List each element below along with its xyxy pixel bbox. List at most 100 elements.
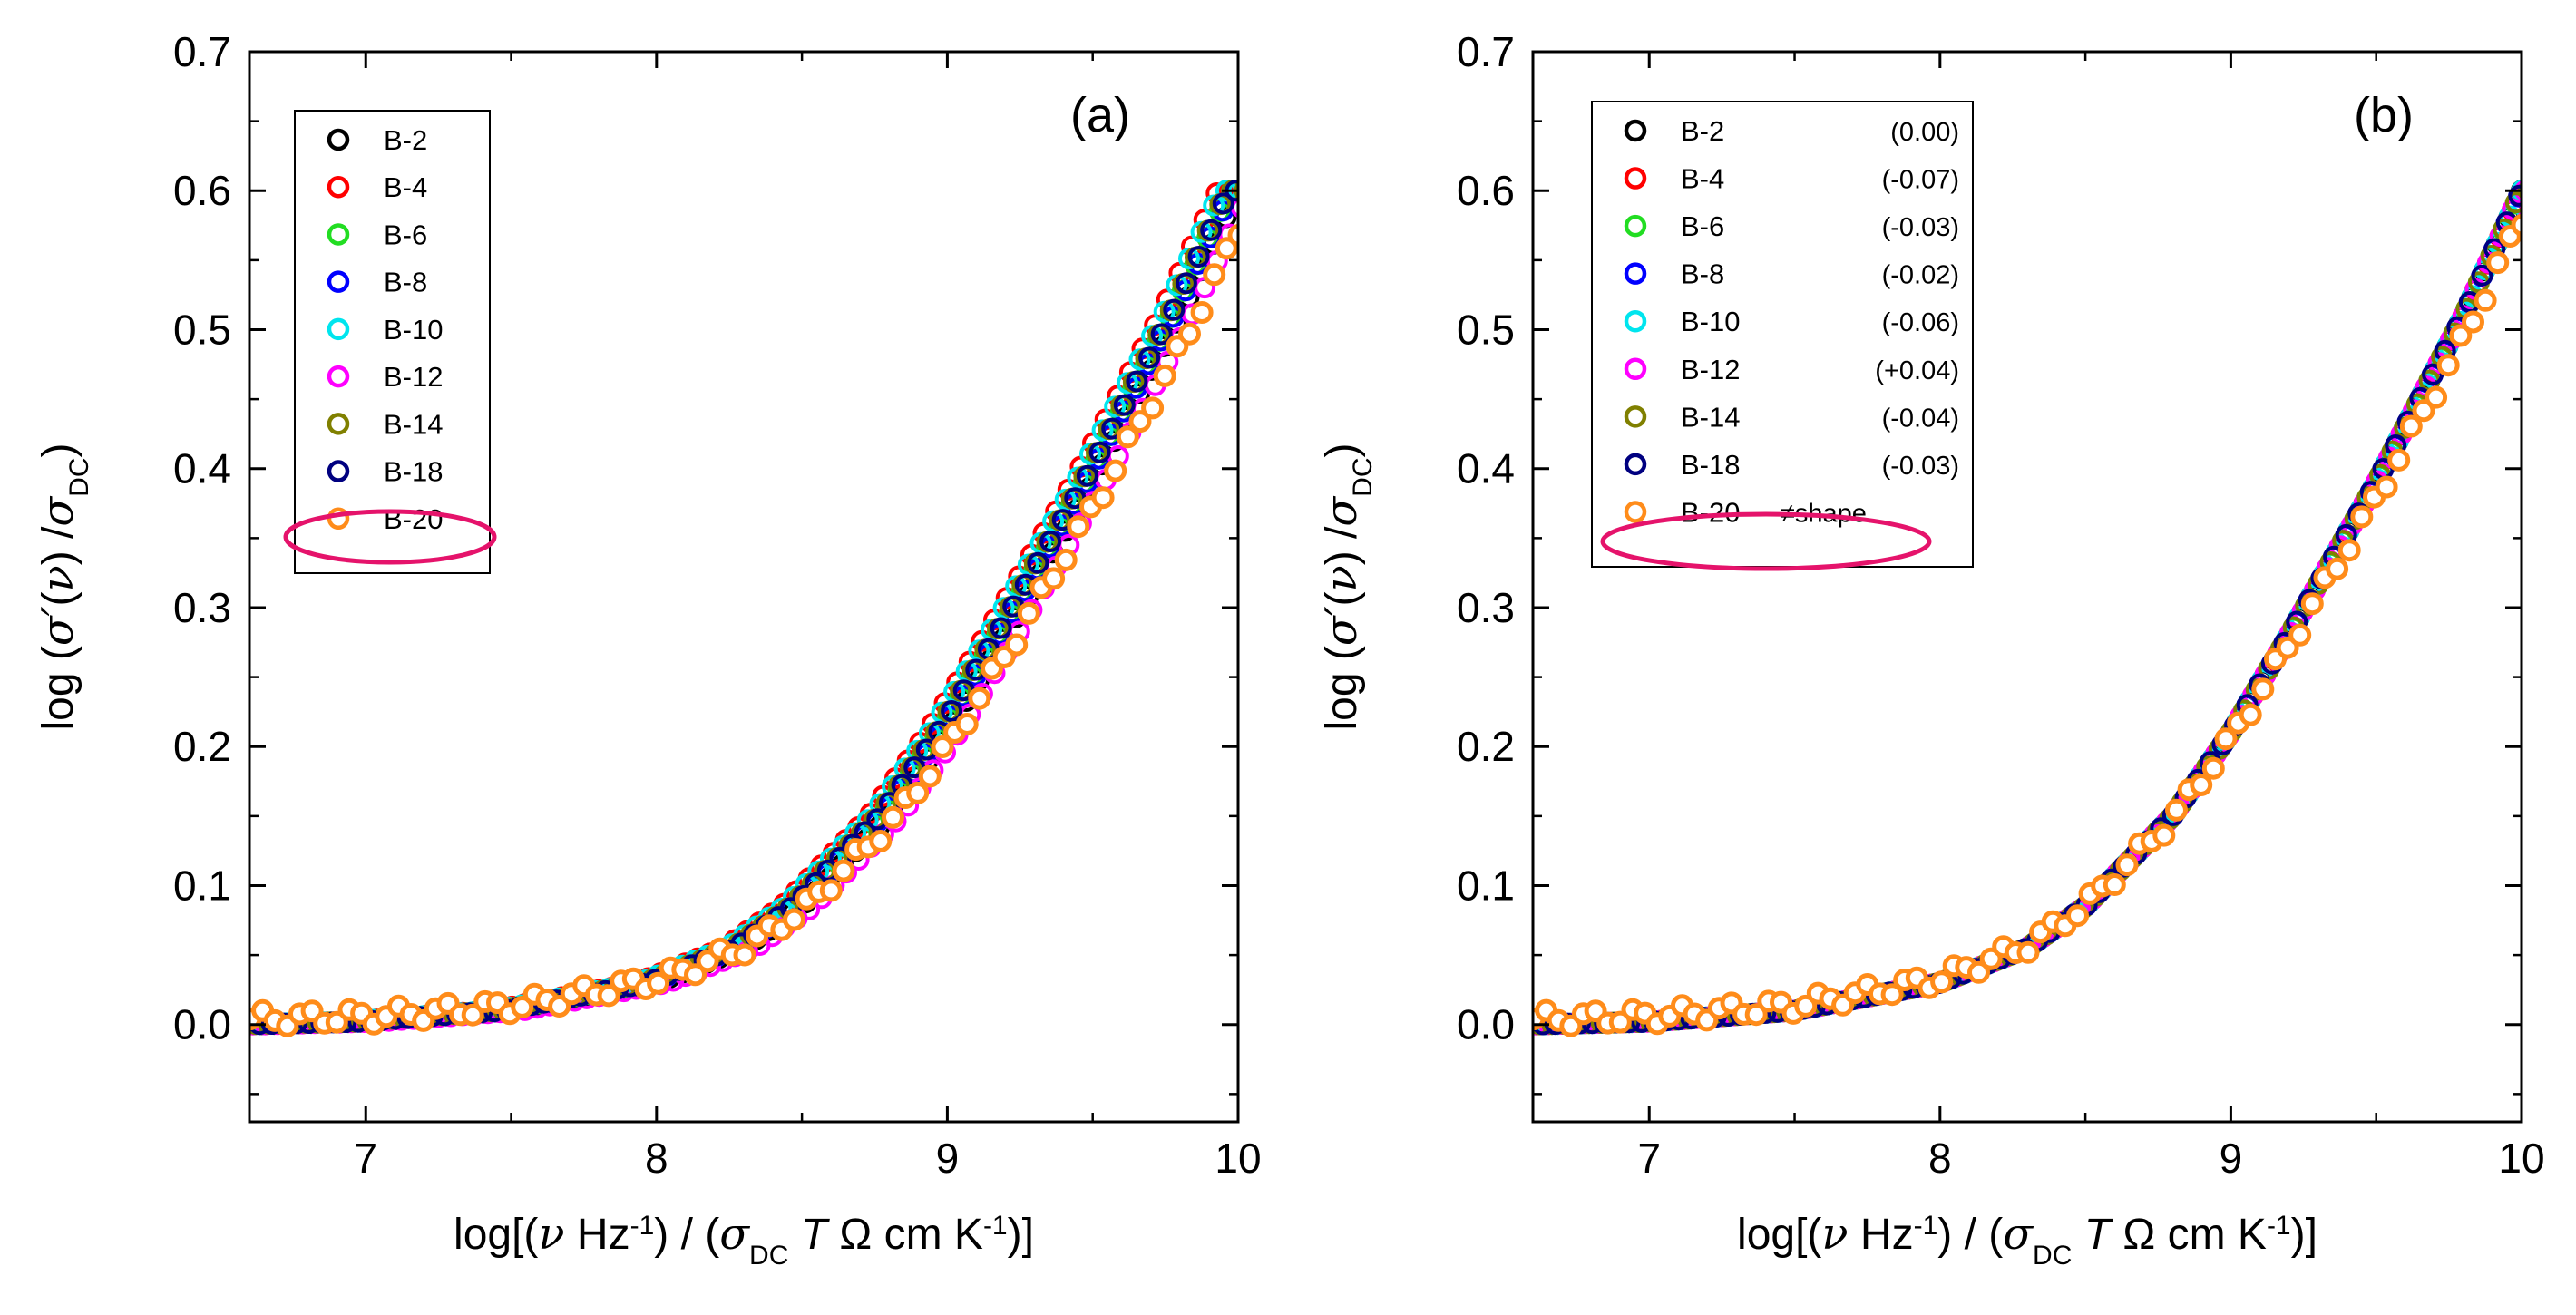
- legend-marker: [1624, 357, 1647, 381]
- data-point: [1138, 346, 1161, 369]
- legend-marker: [327, 460, 350, 482]
- data-point: [1930, 970, 1954, 994]
- x-tick-label: 9: [936, 1135, 960, 1182]
- y-tick-label: 0.5: [173, 306, 231, 353]
- y-tick-label: 0.2: [173, 723, 231, 770]
- data-point: [2537, 181, 2555, 200]
- data-point: [733, 943, 756, 967]
- legend-note: (+0.04): [1875, 356, 1959, 385]
- data-point: [1200, 219, 1223, 241]
- x-tick-label: 8: [645, 1135, 668, 1182]
- legend-entry: B-4: [384, 171, 427, 203]
- data-point: [1261, 181, 1279, 200]
- data-point: [1227, 223, 1238, 247]
- data-point: [2375, 475, 2398, 499]
- data-point: [2326, 557, 2349, 580]
- data-point: [1088, 441, 1111, 463]
- data-point: [2538, 201, 2556, 219]
- data-point: [2521, 186, 2522, 195]
- data-point: [2436, 354, 2460, 377]
- legend-marker: [327, 365, 350, 388]
- x-axis-label: log[(ν Hz-1) / (σDC T Ω cm K-1)]: [1737, 1209, 2317, 1271]
- data-point: [1242, 181, 1260, 200]
- legend-entry: B-10: [1681, 306, 1740, 337]
- data-point: [941, 700, 963, 722]
- data-point: [1212, 192, 1234, 215]
- legend-marker: [327, 128, 350, 151]
- data-point: [2547, 181, 2565, 200]
- data-point: [2462, 310, 2484, 334]
- data-point: [2528, 181, 2546, 200]
- data-point: [1178, 322, 1201, 346]
- legend-marker: [1624, 262, 1647, 285]
- data-point: [2471, 264, 2493, 287]
- data-point: [1190, 301, 1214, 324]
- legend-marker: [327, 223, 350, 246]
- data-point: [931, 735, 954, 758]
- y-tick-label: 0.4: [173, 445, 231, 492]
- data-point: [1236, 185, 1238, 196]
- highlight-ellipse: [1600, 511, 1932, 571]
- y-tick-label: 0.7: [1457, 28, 1515, 75]
- data-point: [1252, 181, 1270, 200]
- data-point: [1067, 515, 1090, 539]
- data-point: [2486, 251, 2510, 275]
- data-point: [1248, 181, 1266, 200]
- y-axis-label: log (σ′(ν) /σDC): [1316, 443, 1378, 731]
- data-point: [1126, 370, 1148, 393]
- data-point: [1880, 983, 1904, 1007]
- data-point: [1257, 181, 1275, 200]
- y-tick-label: 0.7: [173, 28, 231, 75]
- legend-marker: [327, 175, 350, 199]
- data-point: [1153, 364, 1176, 387]
- legend-marker: [327, 413, 350, 435]
- data-point: [2350, 505, 2374, 529]
- data-point: [1260, 181, 1278, 200]
- plot-frame: [248, 50, 1240, 1124]
- y-tick-label: 0.0: [1457, 1001, 1515, 1048]
- legend-entry: B-20: [384, 503, 443, 535]
- legend-entry: B-14: [1681, 401, 1740, 433]
- data-point: [2541, 181, 2559, 200]
- legend-marker: [1624, 501, 1647, 523]
- y-tick-label: 0.2: [1457, 723, 1515, 770]
- legend-entry: B-10: [384, 314, 443, 346]
- data-point: [1113, 394, 1136, 416]
- data-point: [2337, 539, 2361, 562]
- legend-entry: B-18: [384, 456, 443, 488]
- legend-note: (0.00): [1890, 118, 1959, 147]
- x-tick-label: 8: [1928, 1135, 1952, 1182]
- panel-b: 7 8 9 10 0.0 0.1 0.2 0.3 0.4 0.5 0.6 0.7 (b) log[(ν H…: [1316, 28, 2565, 1271]
- data-point: [1244, 181, 1263, 200]
- y-tick-label: 0.6: [1457, 167, 1515, 214]
- x-tick-label: 7: [354, 1135, 377, 1182]
- legend-marker: [1624, 214, 1647, 238]
- data-point: [2532, 181, 2550, 200]
- legend-entry: B-14: [384, 408, 443, 440]
- data-point: [2165, 798, 2188, 822]
- legend-marker: [1624, 309, 1647, 333]
- data-point: [2214, 727, 2238, 751]
- data-point: [1237, 186, 1238, 195]
- data-point: [1254, 201, 1273, 219]
- data-point: [906, 781, 930, 804]
- data-point: [2152, 823, 2176, 847]
- data-point: [1744, 1003, 1768, 1027]
- y-tick-label: 0.5: [1457, 306, 1515, 353]
- x-tick-label: 7: [1637, 1135, 1661, 1182]
- data-point: [1039, 531, 1062, 552]
- data-point: [2190, 774, 2213, 796]
- data-point: [1076, 464, 1098, 487]
- data-point: [1054, 548, 1078, 571]
- data-point: [1254, 181, 1272, 200]
- data-point: [1264, 181, 1282, 200]
- data-point: [684, 963, 707, 987]
- data-point: [461, 1003, 484, 1027]
- legend-note: (-0.02): [1882, 261, 1959, 290]
- data-point: [1231, 197, 1238, 219]
- legend-entry: B-20: [1681, 496, 1740, 528]
- legend-note: (-0.03): [1882, 452, 1959, 481]
- data-point: [1187, 246, 1210, 268]
- data-point: [2534, 181, 2552, 200]
- data-point: [2529, 181, 2547, 200]
